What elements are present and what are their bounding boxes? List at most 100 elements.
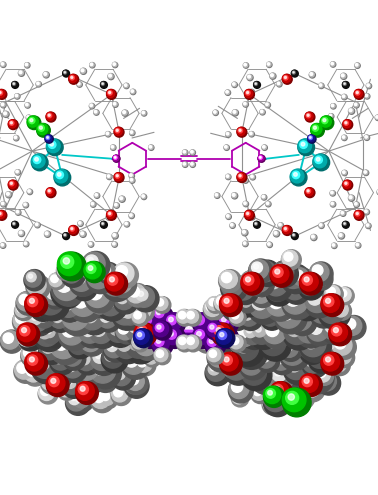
Circle shape bbox=[270, 264, 293, 287]
Circle shape bbox=[354, 202, 358, 206]
Circle shape bbox=[375, 115, 378, 120]
Circle shape bbox=[129, 375, 139, 385]
Circle shape bbox=[81, 69, 84, 72]
Circle shape bbox=[305, 188, 313, 196]
Circle shape bbox=[146, 352, 153, 360]
Circle shape bbox=[26, 115, 31, 119]
Circle shape bbox=[17, 328, 40, 350]
Circle shape bbox=[364, 171, 366, 172]
Circle shape bbox=[36, 346, 40, 350]
Circle shape bbox=[250, 283, 275, 307]
Circle shape bbox=[278, 83, 279, 84]
Circle shape bbox=[46, 374, 69, 396]
Circle shape bbox=[149, 145, 154, 150]
Circle shape bbox=[272, 367, 287, 382]
Circle shape bbox=[268, 243, 269, 245]
Circle shape bbox=[241, 359, 272, 391]
Circle shape bbox=[315, 367, 334, 385]
Circle shape bbox=[90, 103, 94, 108]
Circle shape bbox=[213, 110, 218, 115]
Circle shape bbox=[49, 331, 83, 364]
Circle shape bbox=[37, 311, 48, 322]
Circle shape bbox=[251, 273, 263, 285]
Circle shape bbox=[82, 251, 110, 280]
Circle shape bbox=[192, 321, 207, 337]
Circle shape bbox=[113, 102, 116, 105]
Circle shape bbox=[319, 297, 345, 324]
Circle shape bbox=[29, 357, 34, 362]
Circle shape bbox=[291, 267, 313, 289]
Circle shape bbox=[205, 335, 226, 355]
Circle shape bbox=[274, 369, 281, 376]
Circle shape bbox=[282, 388, 311, 417]
Circle shape bbox=[244, 202, 246, 204]
Circle shape bbox=[38, 125, 44, 131]
Circle shape bbox=[239, 175, 241, 177]
Circle shape bbox=[113, 234, 115, 236]
Circle shape bbox=[270, 73, 276, 79]
Circle shape bbox=[254, 264, 259, 269]
Circle shape bbox=[139, 359, 144, 363]
Circle shape bbox=[139, 327, 161, 348]
Circle shape bbox=[330, 115, 331, 116]
Circle shape bbox=[131, 321, 138, 328]
Circle shape bbox=[224, 145, 229, 150]
Circle shape bbox=[148, 316, 167, 335]
Circle shape bbox=[349, 108, 353, 113]
Circle shape bbox=[110, 271, 136, 297]
Circle shape bbox=[90, 104, 92, 106]
Circle shape bbox=[186, 321, 205, 340]
Circle shape bbox=[116, 277, 121, 282]
Circle shape bbox=[211, 347, 223, 360]
Circle shape bbox=[311, 73, 312, 75]
Circle shape bbox=[240, 353, 262, 375]
Circle shape bbox=[319, 83, 323, 88]
Circle shape bbox=[278, 223, 284, 228]
Circle shape bbox=[281, 250, 301, 270]
Circle shape bbox=[109, 74, 112, 77]
Circle shape bbox=[222, 355, 232, 365]
Circle shape bbox=[364, 171, 366, 173]
Circle shape bbox=[343, 171, 344, 173]
Circle shape bbox=[119, 303, 141, 325]
Circle shape bbox=[98, 292, 122, 316]
Circle shape bbox=[271, 74, 273, 77]
Circle shape bbox=[39, 126, 42, 129]
Circle shape bbox=[63, 70, 70, 77]
Circle shape bbox=[96, 363, 102, 370]
Circle shape bbox=[332, 243, 336, 248]
Circle shape bbox=[249, 132, 254, 137]
Circle shape bbox=[54, 169, 71, 186]
Circle shape bbox=[243, 231, 245, 233]
Circle shape bbox=[90, 295, 113, 318]
Circle shape bbox=[208, 323, 217, 332]
Circle shape bbox=[284, 252, 293, 261]
Circle shape bbox=[239, 307, 259, 326]
Circle shape bbox=[8, 180, 18, 190]
Circle shape bbox=[59, 264, 67, 272]
Circle shape bbox=[5, 335, 10, 340]
Circle shape bbox=[309, 262, 333, 286]
Circle shape bbox=[226, 307, 249, 331]
Circle shape bbox=[119, 196, 124, 201]
Circle shape bbox=[342, 170, 347, 176]
Circle shape bbox=[123, 111, 125, 113]
Circle shape bbox=[222, 292, 246, 316]
Circle shape bbox=[294, 313, 300, 318]
Circle shape bbox=[229, 309, 243, 323]
Circle shape bbox=[72, 275, 93, 296]
Circle shape bbox=[247, 269, 274, 297]
Circle shape bbox=[217, 297, 226, 305]
Circle shape bbox=[15, 210, 21, 215]
Circle shape bbox=[101, 265, 110, 275]
Circle shape bbox=[244, 243, 245, 244]
Circle shape bbox=[265, 102, 270, 107]
Circle shape bbox=[327, 323, 333, 328]
Circle shape bbox=[207, 348, 221, 362]
Circle shape bbox=[279, 224, 280, 225]
Circle shape bbox=[300, 272, 318, 291]
Circle shape bbox=[148, 316, 171, 339]
Circle shape bbox=[238, 174, 243, 178]
Circle shape bbox=[55, 354, 60, 359]
Circle shape bbox=[24, 270, 45, 291]
